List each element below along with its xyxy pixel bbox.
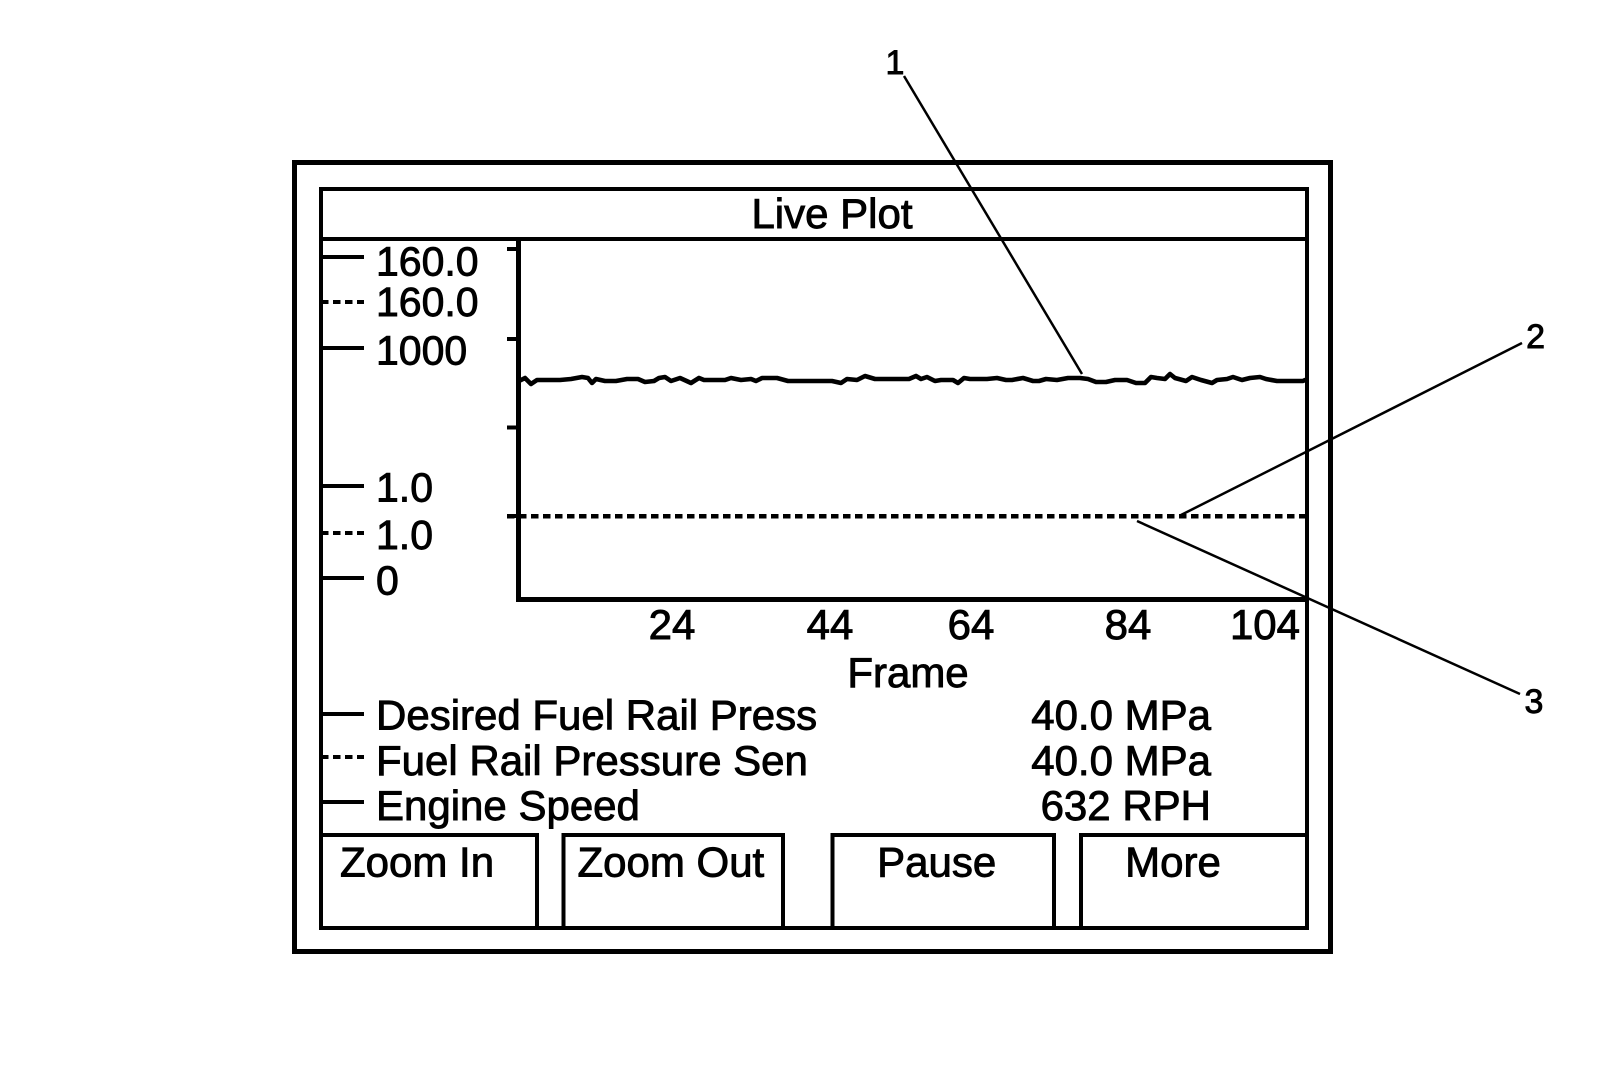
svg-text:40.0 MPa: 40.0 MPa	[1031, 737, 1211, 784]
svg-text:0: 0	[376, 558, 399, 604]
svg-text:Pause: Pause	[877, 839, 996, 886]
svg-text:Desired Fuel Rail Press: Desired Fuel Rail Press	[376, 692, 817, 739]
svg-text:104: 104	[1230, 601, 1300, 648]
svg-text:1.0: 1.0	[376, 512, 433, 558]
svg-text:Zoom In: Zoom In	[340, 839, 494, 886]
svg-text:1000: 1000	[376, 328, 467, 374]
svg-text:160.0: 160.0	[376, 279, 479, 325]
svg-text:632 RPH: 632 RPH	[1041, 782, 1211, 829]
svg-text:Fuel Rail Pressure Sen: Fuel Rail Pressure Sen	[376, 737, 808, 784]
svg-text:Engine Speed: Engine Speed	[376, 782, 640, 829]
svg-text:1.0: 1.0	[376, 465, 433, 511]
svg-text:44: 44	[807, 601, 854, 648]
svg-text:Frame: Frame	[847, 649, 968, 696]
svg-text:Zoom Out: Zoom Out	[578, 839, 765, 886]
svg-text:84: 84	[1105, 601, 1152, 648]
svg-text:Live Plot: Live Plot	[751, 190, 912, 237]
svg-text:40.0 MPa: 40.0 MPa	[1031, 692, 1211, 739]
svg-text:24: 24	[649, 601, 696, 648]
svg-text:3: 3	[1525, 683, 1544, 721]
svg-text:2: 2	[1526, 318, 1545, 356]
svg-text:64: 64	[948, 601, 995, 648]
svg-text:More: More	[1125, 839, 1221, 886]
svg-text:1: 1	[886, 44, 905, 82]
svg-text:160.0: 160.0	[376, 239, 479, 285]
